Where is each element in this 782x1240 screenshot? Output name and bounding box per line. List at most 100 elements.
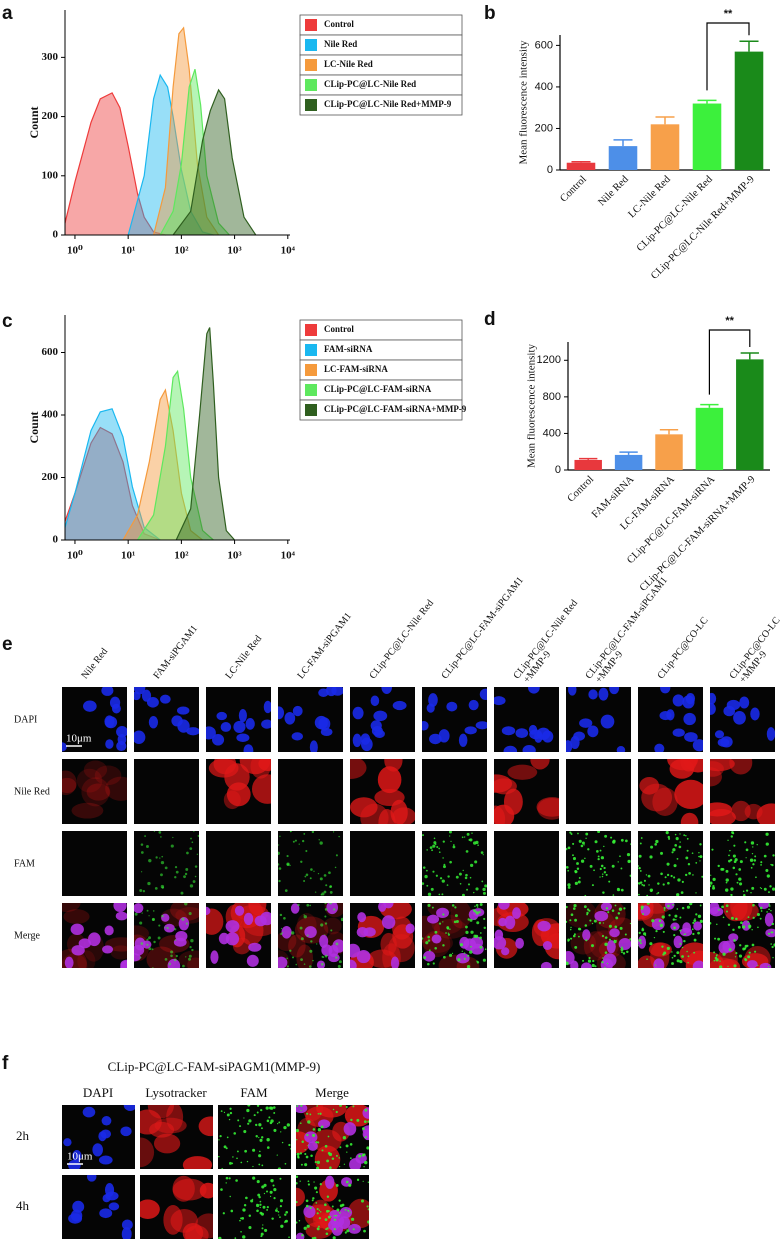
fam-speckle [286, 957, 288, 960]
fam-speckle [752, 846, 754, 848]
fam-speckle [429, 846, 433, 849]
x-tick-label: LC-Nile Red [626, 174, 673, 221]
cell-cytoplasm [86, 783, 111, 801]
nucleus [501, 947, 510, 956]
fam-speckle [484, 948, 487, 951]
fam-speckle [422, 834, 425, 837]
legend-swatch [305, 384, 317, 396]
fam-speckle [260, 1232, 264, 1236]
area-line [64, 426, 161, 541]
micrograph [218, 1175, 291, 1239]
fam-speckle [591, 963, 595, 968]
fam-speckle [246, 1108, 250, 1113]
panel-title: CLip-PC@LC-FAM-siPAGM1(MMP-9) [108, 1059, 321, 1074]
fam-speckle [711, 848, 714, 851]
fam-speckle [753, 859, 757, 862]
nucleus [609, 928, 620, 938]
fam-speckle [638, 854, 642, 858]
fam-speckle [255, 1123, 258, 1127]
fam-speckle [345, 1144, 349, 1148]
fam-speckle [661, 945, 664, 948]
nucleus [163, 923, 175, 933]
fam-speckle [580, 844, 584, 848]
fam-speckle [186, 851, 189, 855]
y-tick-label: 200 [42, 471, 59, 483]
fam-speckle [728, 948, 732, 952]
fam-speckle [640, 837, 643, 839]
area-line [64, 92, 166, 236]
nucleus [515, 728, 529, 739]
nucleus [72, 1150, 82, 1162]
area-line [64, 408, 161, 541]
fam-speckle [607, 911, 610, 914]
fam-speckle [674, 844, 677, 847]
fam-speckle [759, 917, 762, 920]
micrograph [206, 831, 271, 896]
fam-speckle [765, 869, 769, 873]
fam-speckle [449, 860, 452, 864]
nucleus [116, 741, 127, 752]
fam-speckle [324, 1218, 328, 1222]
fam-speckle [324, 903, 327, 905]
fam-speckle [277, 1167, 282, 1169]
fam-speckle [577, 832, 579, 835]
fam-speckle [622, 952, 626, 955]
panel-letter: e [2, 634, 13, 655]
nucleus [381, 687, 393, 694]
fam-speckle [447, 875, 450, 878]
fam-speckle [472, 909, 476, 912]
nucleus [765, 928, 775, 938]
fam-speckle [319, 1112, 322, 1115]
fam-speckle [483, 917, 486, 921]
fam-speckle [304, 1153, 307, 1156]
fam-speckle [695, 861, 698, 864]
fam-speckle [454, 914, 458, 918]
micrograph [566, 759, 631, 824]
nucleus [120, 961, 127, 968]
fam-speckle [638, 866, 641, 870]
fam-speckle [459, 882, 462, 885]
fam-speckle [166, 926, 169, 930]
fam-speckle [292, 840, 295, 843]
fam-speckle [296, 1201, 298, 1204]
fam-speckle [317, 1113, 320, 1115]
fam-speckle [319, 1183, 322, 1186]
fam-speckle [738, 882, 743, 886]
fam-speckle [744, 841, 747, 844]
nucleus [186, 727, 199, 736]
fam-speckle [719, 965, 723, 968]
fam-speckle [434, 946, 437, 950]
fam-speckle [593, 919, 597, 923]
area-line [159, 69, 230, 236]
nucleus [373, 729, 385, 739]
fam-speckle [259, 1138, 263, 1142]
fam-speckle [625, 839, 628, 843]
fam-speckle [698, 851, 700, 854]
fam-speckle [465, 930, 469, 935]
fam-speckle [288, 1143, 291, 1147]
fam-speckle [623, 907, 626, 910]
fam-speckle [228, 1177, 231, 1180]
fam-speckle [717, 864, 720, 868]
fam-speckle [620, 888, 624, 892]
fam-speckle [192, 880, 196, 883]
fam-speckle [298, 843, 300, 845]
fam-speckle [305, 850, 308, 853]
nucleus [303, 1205, 316, 1219]
column-label: FAM-siPGAM1 [152, 623, 201, 681]
fam-speckle [290, 1147, 291, 1150]
fam-speckle [344, 1208, 347, 1211]
fam-speckle [725, 904, 729, 908]
fam-speckle [285, 1210, 289, 1214]
cell-cytoplasm [652, 787, 678, 817]
fam-speckle [759, 887, 762, 889]
cell-cytoplasm [71, 802, 104, 819]
fam-speckle [318, 1225, 320, 1228]
fam-speckle [757, 964, 759, 967]
fam-speckle [451, 904, 455, 907]
fam-speckle [651, 919, 655, 923]
fam-speckle [220, 1110, 223, 1112]
nucleus [111, 703, 121, 714]
fam-speckle [306, 1133, 309, 1137]
fam-speckle [164, 866, 168, 870]
